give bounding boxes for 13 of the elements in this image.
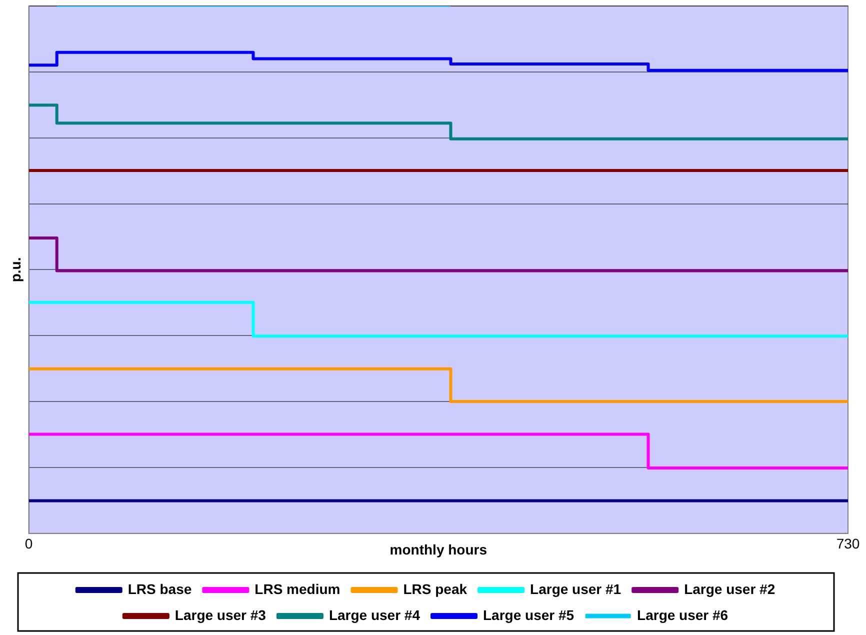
- legend-label: Large user #6: [637, 606, 728, 623]
- legend-label: LRS base: [128, 580, 192, 597]
- x-axis-title: monthly hours: [390, 541, 488, 558]
- legend-label: Large user #1: [530, 580, 622, 597]
- legend-label: Large user #4: [328, 606, 420, 623]
- y-axis-title: p.u.: [7, 257, 24, 282]
- legend-label: Large user #3: [174, 606, 266, 623]
- x-tick-label: 730: [836, 536, 860, 552]
- legend-label: Large user #2: [684, 580, 776, 597]
- legend-label: Large user #5: [483, 606, 574, 623]
- x-tick-label: 0: [24, 536, 33, 552]
- legend-label: LRS peak: [403, 580, 468, 597]
- legend-label: LRS medium: [254, 580, 340, 597]
